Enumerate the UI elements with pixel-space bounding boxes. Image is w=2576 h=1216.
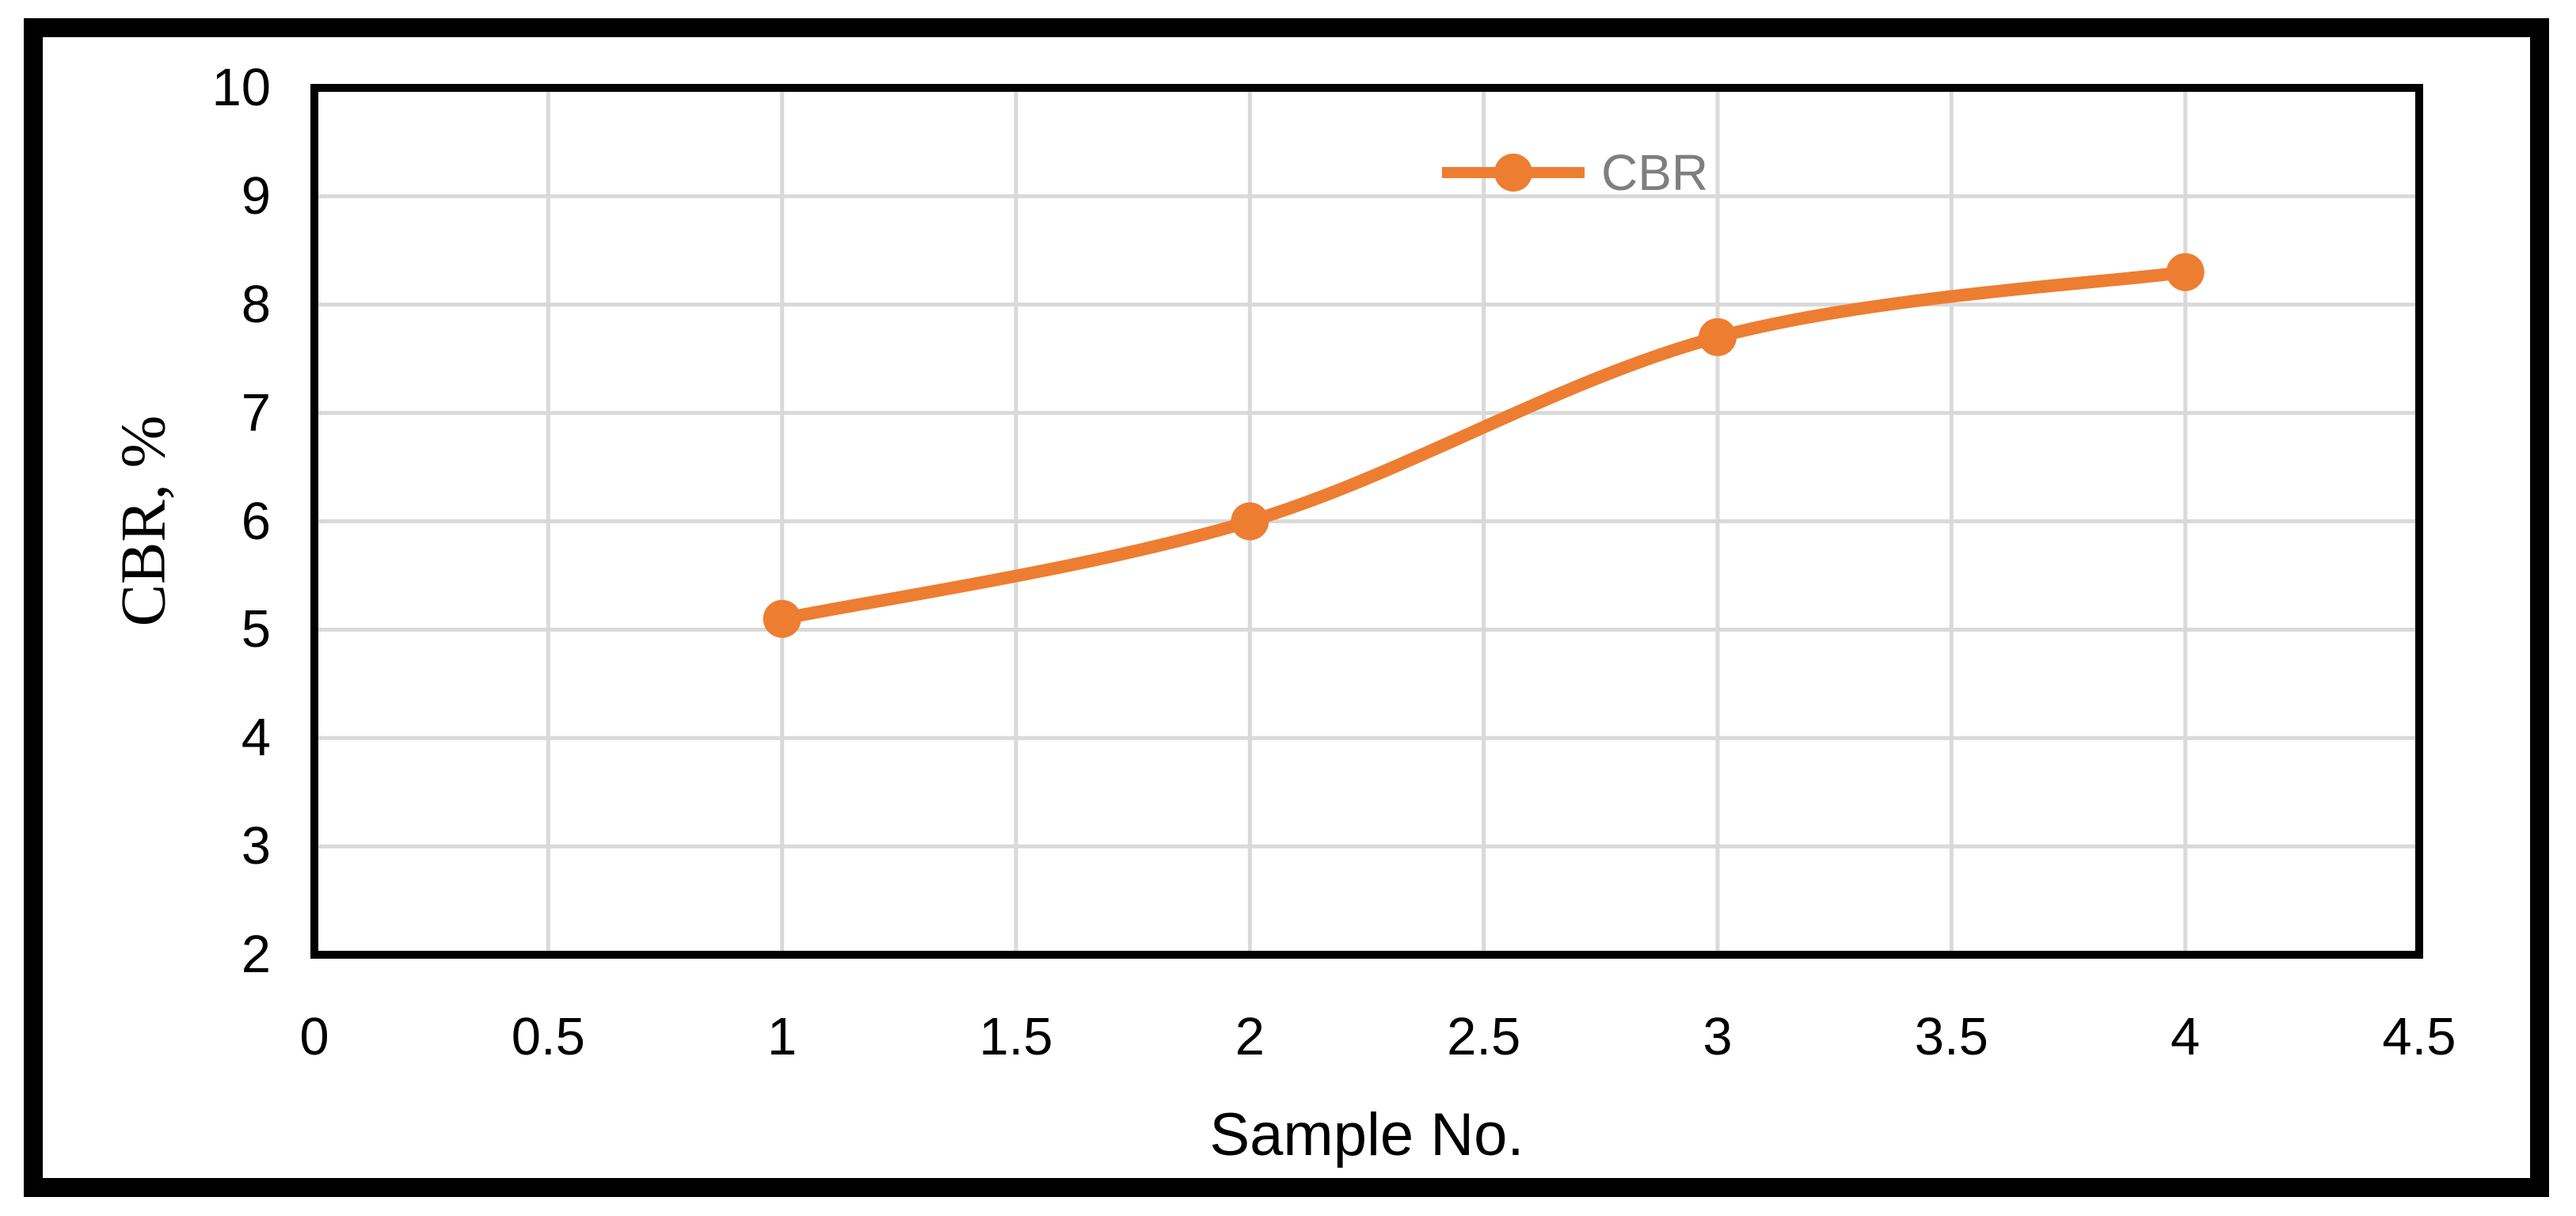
data-point-marker (763, 599, 801, 638)
x-tick-label: 0.5 (511, 1007, 585, 1066)
x-tick-label: 2.5 (1447, 1007, 1521, 1066)
x-tick-label: 4.5 (2382, 1007, 2456, 1066)
legend-label: CBR (1601, 144, 1709, 201)
data-point-marker (2166, 253, 2205, 291)
y-axis-title: CBR, % (108, 415, 179, 627)
y-tick-label: 3 (241, 816, 271, 876)
x-tick-label: 3 (1703, 1007, 1733, 1066)
x-axis-title: Sample No. (1209, 1101, 1524, 1168)
x-tick-label: 1 (767, 1007, 797, 1066)
chart-outer-frame (24, 18, 2549, 1197)
y-tick-label: 5 (241, 599, 271, 659)
y-tick-label: 10 (211, 58, 271, 117)
series-line-CBR (775, 265, 2192, 625)
data-point-marker (1699, 317, 1737, 356)
x-tick-label: 0 (299, 1007, 329, 1066)
y-tick-label: 4 (241, 708, 271, 768)
legend-line-marker-icon (1442, 154, 1585, 192)
x-tick-label: 4 (2171, 1007, 2201, 1066)
y-tick-label: 8 (241, 274, 271, 334)
x-tick-label: 3.5 (1914, 1007, 1988, 1066)
data-point-marker (1231, 502, 1269, 541)
x-tick-label: 2 (1235, 1007, 1265, 1066)
y-tick-label: 9 (241, 165, 271, 226)
plot-border (310, 84, 2423, 959)
y-tick-label: 6 (241, 491, 271, 551)
legend: CBR (1438, 147, 1708, 198)
y-tick-label: 7 (241, 382, 271, 443)
y-tick-label: 2 (241, 925, 271, 984)
x-tick-label: 1.5 (979, 1007, 1053, 1066)
